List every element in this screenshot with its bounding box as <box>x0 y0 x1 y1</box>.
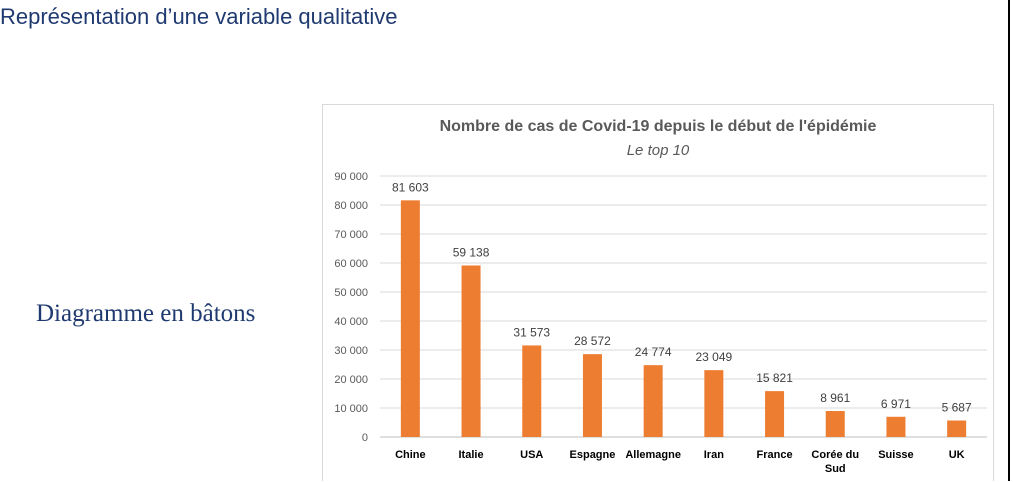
data-label: 28 572 <box>574 334 611 348</box>
data-label: 5 687 <box>942 401 972 415</box>
data-label: 8 961 <box>820 391 850 405</box>
data-label: 31 573 <box>513 325 550 339</box>
right-divider <box>1008 0 1010 481</box>
x-tick-label: Chine <box>395 449 426 461</box>
chart-plot: 0 10 000 20 000 30 000 40 000 50 000 60 000 70 … <box>334 171 987 475</box>
x-tick-label: Italie <box>459 449 484 461</box>
chart-title: Nombre de cas de Covid-19 depuis le débu… <box>439 118 877 135</box>
bar <box>582 354 602 437</box>
chart-subtitle: Le top 10 <box>626 142 690 159</box>
chart-type-label: Diagramme en bâtons <box>36 300 256 327</box>
y-tick-label: 40 000 <box>334 316 368 328</box>
bar <box>765 391 785 437</box>
x-tick-label: Suisse <box>878 449 913 461</box>
bar <box>886 416 906 437</box>
slide-title: Représentation d’une variable qualitativ… <box>0 4 398 29</box>
x-tick-label: UK <box>949 449 965 461</box>
y-tick-label: 10 000 <box>334 403 368 415</box>
data-label: 59 138 <box>453 245 490 259</box>
bar <box>643 365 663 437</box>
y-tick-label: 80 000 <box>334 200 368 212</box>
y-tick-label: 50 000 <box>334 287 368 299</box>
bar <box>704 370 724 437</box>
data-label: 81 603 <box>392 180 429 194</box>
data-label: 24 774 <box>635 345 672 359</box>
y-tick-label: 30 000 <box>334 345 368 357</box>
x-tick-label: Espagne <box>570 449 616 461</box>
bar <box>400 200 420 437</box>
data-label: 15 821 <box>756 371 793 385</box>
y-tick-label: 20 000 <box>334 374 368 386</box>
x-tick-label: France <box>757 449 793 461</box>
y-tick-label: 60 000 <box>334 258 368 270</box>
data-label: 6 971 <box>881 397 911 411</box>
data-label: 23 049 <box>695 350 732 364</box>
x-tick-label: Corée du Sud <box>811 449 859 475</box>
x-tick-label: Iran <box>704 449 724 461</box>
y-tick-label: 90 000 <box>334 171 368 183</box>
y-tick-label: 0 <box>362 432 368 444</box>
bar <box>461 265 481 437</box>
bar <box>825 411 845 437</box>
y-tick-label: 70 000 <box>334 229 368 241</box>
x-tick-label: USA <box>520 449 543 461</box>
bar <box>947 420 967 437</box>
x-tick-label: Allemagne <box>625 449 681 461</box>
bar-chart: Nombre de cas de Covid-19 depuis le débu… <box>322 104 994 481</box>
bar <box>522 345 542 437</box>
